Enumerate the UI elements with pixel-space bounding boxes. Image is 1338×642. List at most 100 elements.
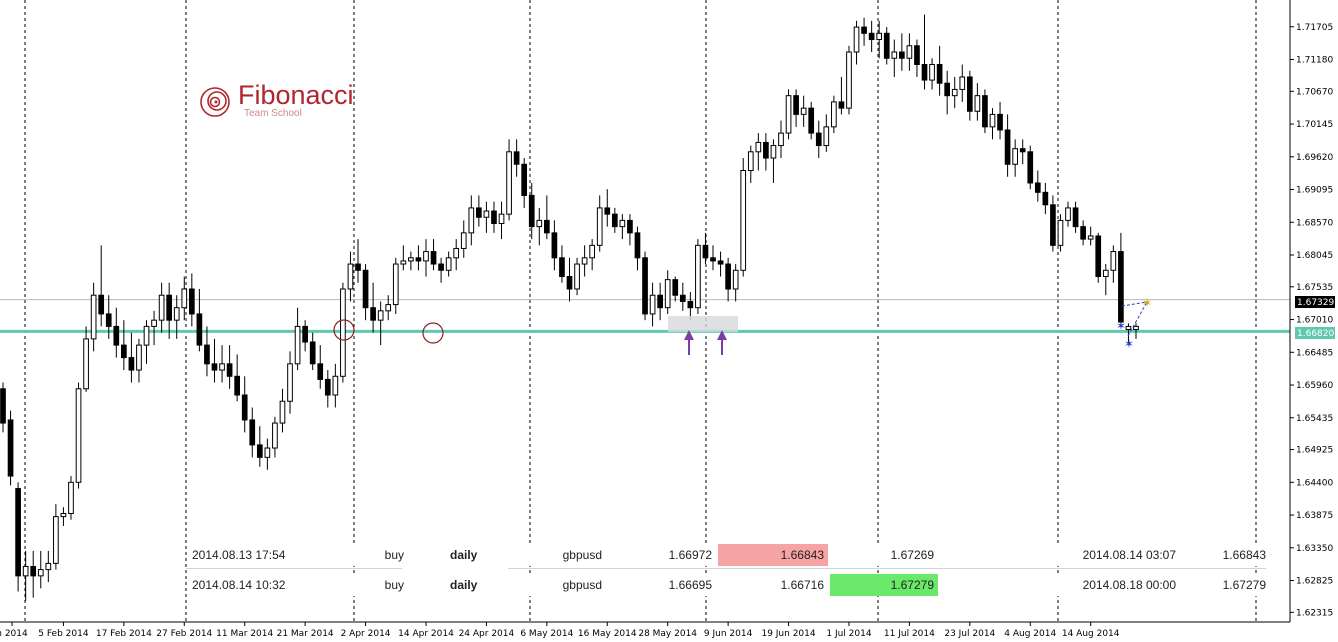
trade-type: buy xyxy=(302,574,408,596)
candle xyxy=(438,257,444,283)
candle xyxy=(83,326,89,392)
price-tick-label: 1.67010 xyxy=(1296,316,1333,326)
candle xyxy=(846,45,852,115)
candle xyxy=(627,214,633,246)
candle xyxy=(611,207,618,233)
trade-open-time: 2014.08.14 10:32 xyxy=(188,574,300,596)
candle xyxy=(815,120,822,159)
trade-open-time: 2014.08.13 17:54 xyxy=(188,544,300,566)
current-price-badge xyxy=(1295,296,1335,308)
price-tick-label: 1.68570 xyxy=(1296,218,1333,228)
bear-candle-body xyxy=(861,26,867,34)
candle xyxy=(989,108,996,140)
trade-timeframe: daily xyxy=(444,544,506,566)
divider xyxy=(508,568,1266,569)
bull-candle-body xyxy=(22,565,29,577)
bull-candle-body xyxy=(45,562,52,571)
bull-candle-body xyxy=(264,447,271,458)
time-tick-label: 5 Feb 2014 xyxy=(38,629,89,639)
bear-candle-body xyxy=(241,394,248,421)
candle xyxy=(1012,139,1018,177)
bull-candle-body xyxy=(408,257,414,262)
candle xyxy=(332,363,339,408)
candle xyxy=(45,550,52,583)
candle xyxy=(1102,264,1109,296)
price-tick-label: 1.63875 xyxy=(1296,511,1333,521)
time-tick-label: 24 Apr 2014 xyxy=(459,629,515,639)
star-icon: ✶ xyxy=(1116,319,1126,333)
star-icon: ✶ xyxy=(1142,296,1152,310)
candle xyxy=(793,89,799,127)
trade-take-profit: 1.67269 xyxy=(830,544,938,566)
candle xyxy=(113,307,120,358)
trade-row[interactable]: 2014.08.14 10:32 buy daily gbpusd 1.6669… xyxy=(186,570,1266,600)
bull-candle-body xyxy=(143,325,150,346)
candle xyxy=(136,338,142,383)
price-tick-label: 1.70670 xyxy=(1296,87,1333,97)
candle xyxy=(68,476,74,520)
time-tick-label: 9 Jun 2014 xyxy=(704,629,753,639)
candle xyxy=(1080,220,1086,246)
candle xyxy=(906,33,913,71)
candle xyxy=(596,195,603,252)
bear-candle-body xyxy=(302,325,308,343)
candle xyxy=(891,39,898,77)
bear-candle-body xyxy=(808,107,815,134)
candle xyxy=(400,245,407,271)
trade-close-price: 1.67279 xyxy=(1182,574,1266,596)
candle xyxy=(392,257,399,314)
time-tick-label: 16 May 2014 xyxy=(578,629,637,639)
candle xyxy=(1065,201,1071,227)
bear-candle-body xyxy=(899,51,905,59)
chart-annotations: ✶ ✶ ✶ xyxy=(333,296,1152,355)
bear-candle-body xyxy=(204,344,210,365)
bull-candle-body xyxy=(1057,219,1064,246)
bear-candle-body xyxy=(566,276,573,290)
trade-close-price: 1.66843 xyxy=(1182,544,1266,566)
candle xyxy=(377,301,384,346)
candle xyxy=(1072,201,1079,233)
time-tick-label: 17 Feb 2014 xyxy=(96,629,152,639)
bear-candle-body xyxy=(763,141,769,159)
candle xyxy=(566,257,573,302)
candle xyxy=(453,239,460,271)
trade-link-line xyxy=(1121,301,1148,307)
candle xyxy=(1087,226,1094,246)
candle xyxy=(581,245,588,277)
candle xyxy=(256,426,263,467)
trade-history-table: 2014.08.13 17:54 buy daily gbpusd 1.6697… xyxy=(186,540,1266,600)
bull-candle-body xyxy=(989,113,996,128)
bear-candle-body xyxy=(1080,226,1086,240)
trade-row[interactable]: 2014.08.13 17:54 buy daily gbpusd 1.6697… xyxy=(186,540,1266,570)
bear-candle-body xyxy=(1004,129,1011,165)
candle xyxy=(936,45,943,96)
candle xyxy=(294,307,301,371)
time-tick-label: 27 Feb 2014 xyxy=(156,629,212,639)
candle xyxy=(521,158,528,208)
bull-candle-body xyxy=(272,422,278,449)
candle xyxy=(664,270,671,314)
candle xyxy=(1019,139,1026,165)
candle xyxy=(498,201,505,240)
bear-candle-body xyxy=(128,357,135,371)
candle xyxy=(158,282,165,333)
candle xyxy=(445,251,452,277)
bear-candle-body xyxy=(430,251,437,265)
candle xyxy=(7,410,14,486)
candle xyxy=(951,76,958,109)
candle xyxy=(317,345,324,389)
trade-take-profit: 1.67279 xyxy=(830,574,938,596)
candle xyxy=(921,14,928,90)
trade-stop-loss: 1.66843 xyxy=(718,544,828,566)
candle xyxy=(883,27,890,65)
candle xyxy=(181,276,188,321)
candle xyxy=(385,295,392,321)
annotation-circle xyxy=(333,319,355,341)
bull-candle-body xyxy=(1125,325,1132,331)
bull-candle-body xyxy=(468,207,475,234)
bear-candle-body xyxy=(1072,207,1079,228)
bear-candle-body xyxy=(1027,151,1034,184)
bear-candle-body xyxy=(543,219,550,234)
candle xyxy=(204,326,210,377)
candle xyxy=(415,245,422,271)
